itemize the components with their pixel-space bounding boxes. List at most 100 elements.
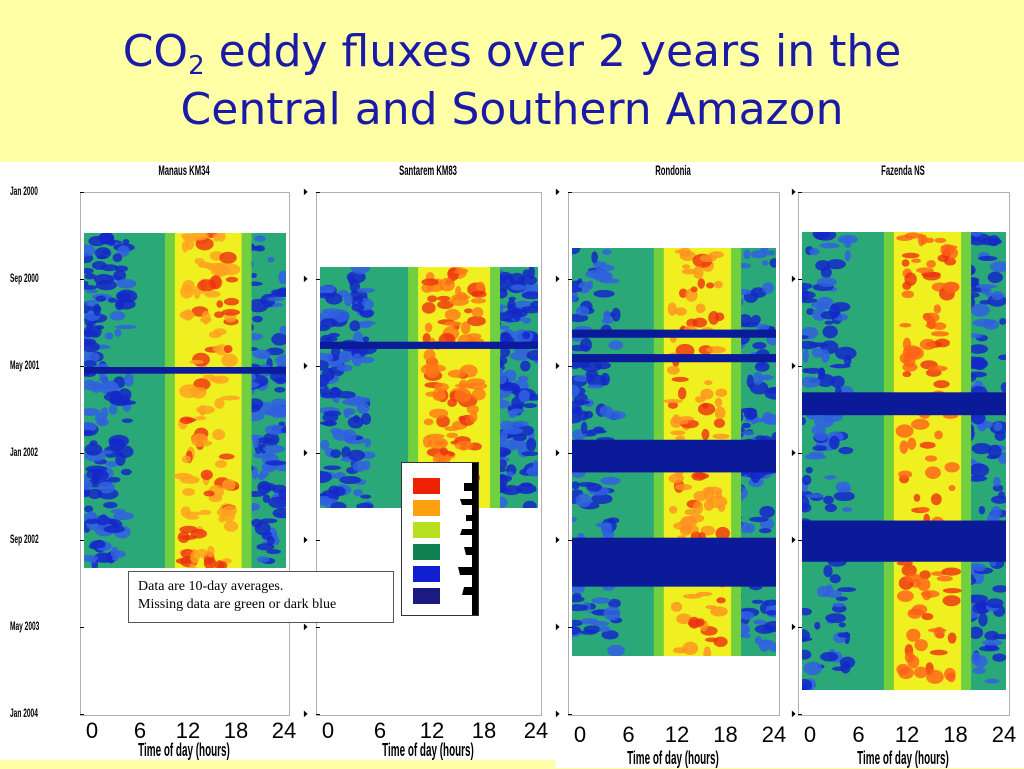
- flux-cell: [669, 505, 678, 514]
- flux-cell: [762, 411, 774, 425]
- flux-cell: [190, 528, 207, 539]
- flux-cell: [116, 298, 136, 310]
- flux-cell: [100, 407, 109, 418]
- flux-cell: [667, 401, 679, 409]
- flux-cell: [466, 378, 486, 386]
- slide-title: CO2 eddy fluxes over 2 years in the Cent…: [122, 26, 902, 135]
- y-tick-label: ▸: [792, 184, 796, 198]
- x-axis-label: Time of day (hours): [138, 740, 230, 760]
- x-tick-label: 24: [761, 722, 787, 747]
- x-tick-label: 6: [133, 718, 147, 743]
- flux-cell: [530, 300, 538, 309]
- flux-cell: [670, 601, 683, 612]
- flux-cell: [324, 498, 332, 508]
- flux-cell: [263, 444, 285, 454]
- flux-cell: [84, 351, 100, 363]
- flux-cell: [970, 232, 983, 237]
- x-tick-label: 12: [894, 722, 920, 747]
- flux-cell: [802, 335, 809, 340]
- flux-cell: [944, 257, 957, 266]
- flux-cell: [93, 303, 101, 317]
- x-tick-label: 24: [271, 718, 297, 743]
- flux-cell: [322, 420, 337, 427]
- note-line-2: Missing data are green or dark blue: [138, 597, 337, 612]
- flux-cell: [522, 403, 538, 409]
- flux-cell: [512, 307, 522, 322]
- flux-cell: [769, 258, 776, 268]
- flux-cell: [220, 263, 241, 276]
- flux-cell: [986, 454, 998, 460]
- flux-cell: [116, 278, 137, 289]
- flux-cell: [936, 575, 953, 582]
- flux-cell: [599, 405, 613, 418]
- flux-cell: [113, 270, 127, 281]
- flux-cell: [741, 422, 751, 429]
- flux-cell: [713, 280, 723, 289]
- y-gridline: [798, 279, 802, 280]
- flux-cell: [940, 244, 955, 256]
- flux-cell: [804, 367, 821, 374]
- flux-cell: [706, 282, 715, 289]
- flux-cell: [103, 501, 118, 509]
- flux-cell: [444, 321, 462, 327]
- flux-cell: [934, 338, 950, 348]
- flux-cell: [500, 332, 512, 345]
- flux-cell: [901, 252, 920, 259]
- flux-cell: [603, 606, 621, 621]
- flux-cell: [982, 639, 1003, 646]
- flux-cell: [573, 374, 591, 382]
- flux-cell: [572, 248, 581, 255]
- flux-cell: [278, 421, 286, 427]
- flux-cell: [820, 349, 830, 363]
- flux-cell: [356, 294, 364, 305]
- flux-cell: [436, 295, 451, 301]
- flux-cell: [193, 286, 201, 300]
- flux-cell: [521, 291, 538, 300]
- heatmap-image: [802, 232, 1006, 690]
- panel-title: Manaus KM34: [158, 162, 210, 178]
- flux-cell: [364, 438, 372, 448]
- legend-ticks: [458, 483, 476, 595]
- flux-cell: [753, 619, 767, 625]
- flux-cell: [919, 441, 936, 449]
- flux-cell: [107, 476, 121, 483]
- flux-cell: [987, 271, 1003, 284]
- flux-cell: [803, 661, 823, 676]
- flux-cell: [320, 439, 330, 451]
- flux-cell: [466, 404, 479, 415]
- flux-cell: [106, 391, 122, 397]
- flux-cell: [814, 432, 828, 441]
- missing-data-band: [572, 537, 776, 587]
- flux-cell: [427, 295, 438, 303]
- flux-cell: [331, 386, 340, 393]
- flux-cell: [746, 374, 754, 389]
- flux-cell: [942, 595, 961, 607]
- flux-cell: [189, 359, 204, 365]
- flux-cell: [904, 573, 922, 583]
- flux-cell: [324, 352, 334, 362]
- y-tick-label: Sep 2002: [10, 532, 39, 546]
- flux-cell: [823, 564, 833, 578]
- flux-cell: [447, 398, 457, 407]
- flux-cell: [755, 323, 770, 331]
- panel-title: Fazenda NS: [881, 162, 925, 178]
- flux-cell: [278, 270, 286, 285]
- missing-data-band: [84, 367, 286, 374]
- y-gridline: [568, 192, 572, 193]
- y-gridline: [316, 540, 320, 541]
- flux-cell: [681, 268, 696, 275]
- flux-cell: [87, 488, 103, 500]
- flux-cell: [526, 437, 537, 452]
- flux-cell: [522, 269, 531, 278]
- panel-title: Santarem KM83: [399, 162, 457, 178]
- flux-cell: [424, 322, 433, 333]
- flux-cell: [714, 406, 726, 420]
- flux-cell: [593, 426, 605, 433]
- x-tick-label: 24: [523, 718, 549, 743]
- flux-cell: [320, 285, 336, 293]
- flux-cell: [978, 612, 988, 627]
- flux-cell: [980, 286, 992, 295]
- y-tick-label: May 2001: [10, 358, 40, 372]
- flux-cell: [572, 481, 580, 490]
- flux-cell: [349, 320, 361, 332]
